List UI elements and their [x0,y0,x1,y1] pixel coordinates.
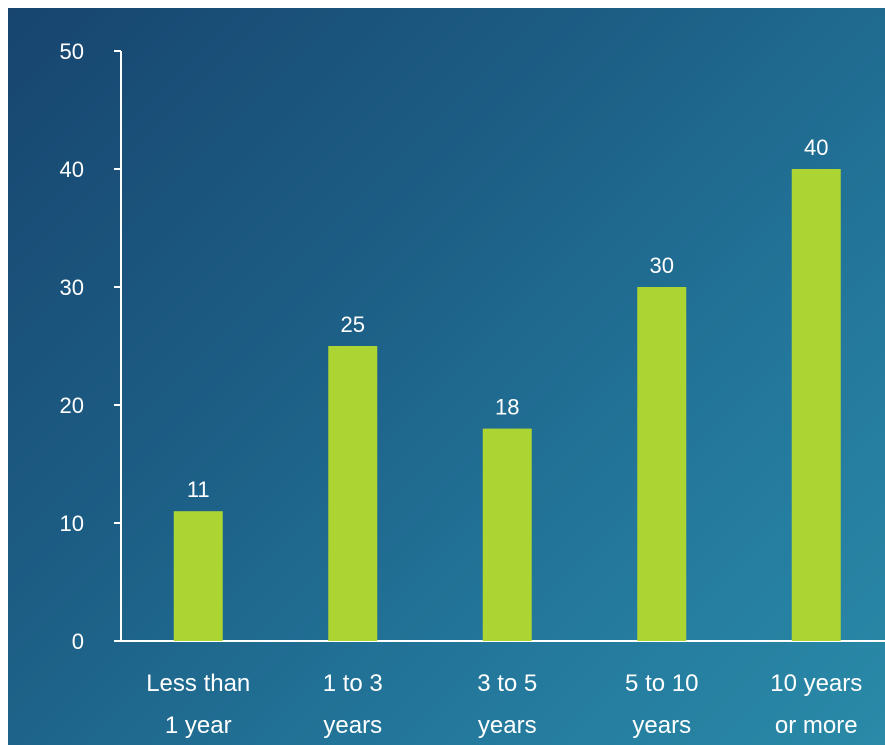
x-tick-label: 10 years [770,670,862,697]
bar-4 [637,287,687,641]
y-tick-label: 50 [60,39,84,64]
bar-chart: 0 10 20 30 40 50 11 Less than 1 year 25 1 to 3 year… [60,39,885,739]
y-tick-label: 40 [60,157,84,182]
x-tick-label: or more [775,712,858,739]
bar-2 [328,346,378,641]
x-tick-label: 5 to 10 [625,670,698,697]
x-tick-label: Less than [146,670,250,697]
y-tick-label: 30 [60,275,84,300]
bar-5 [791,169,841,641]
x-tick-label: 3 to 5 [477,670,537,697]
y-tick-label: 10 [60,511,84,536]
x-tick-label: years [632,712,691,739]
bar-3 [482,428,532,641]
x-tick-label: years [323,712,382,739]
x-tick-label: 1 to 3 [323,670,383,697]
data-label: 40 [804,135,828,160]
y-tick-label: 0 [72,629,84,654]
data-label: 11 [187,477,210,502]
x-tick-label: years [478,712,537,739]
data-label: 25 [341,312,365,337]
data-label: 30 [650,253,674,278]
data-label: 18 [495,395,519,420]
y-tick-label: 20 [60,393,84,418]
bar-1 [173,511,223,641]
x-tick-label: 1 year [165,712,232,739]
